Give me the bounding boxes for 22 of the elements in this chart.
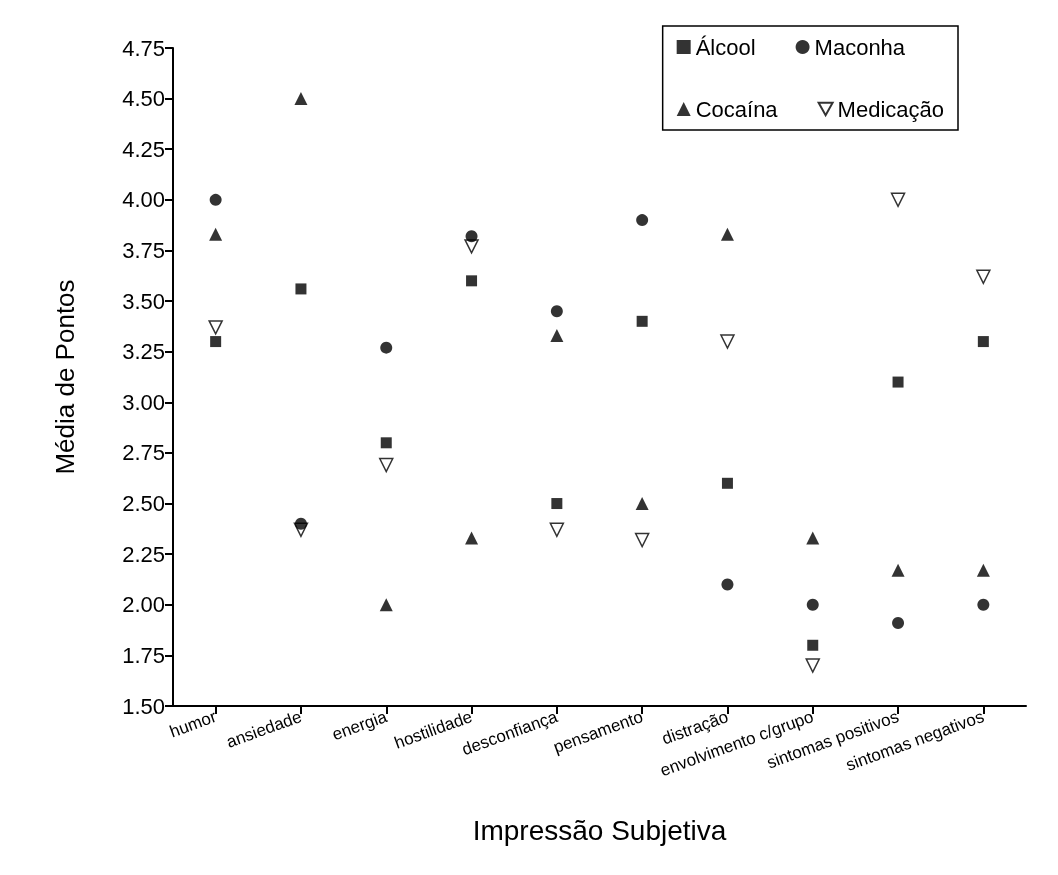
y-tick-label: 1.50 — [122, 693, 165, 719]
y-tick-label: 3.00 — [122, 389, 165, 415]
y-tick-label: 1.75 — [122, 642, 165, 668]
y-tick-label: 2.75 — [122, 440, 165, 466]
y-tick-label: 3.25 — [122, 339, 165, 365]
x-tick-label: energia — [329, 706, 390, 745]
y-axis-title: Média de Pontos — [50, 279, 80, 475]
legend-label: Medicação — [837, 96, 944, 122]
y-tick-label: 4.00 — [122, 187, 165, 213]
x-axis-title: Impressão Subjetiva — [472, 814, 727, 846]
y-tick-label: 3.50 — [122, 288, 165, 314]
y-tick-label: 3.75 — [122, 237, 165, 263]
x-tick-label: humor — [167, 706, 220, 742]
y-tick-label: 2.25 — [122, 541, 165, 567]
y-tick-label: 4.75 — [122, 35, 165, 61]
legend-label: Álcool — [695, 34, 756, 60]
y-tick-label: 2.50 — [122, 491, 165, 517]
y-tick-label: 4.25 — [122, 136, 165, 162]
legend-label: Cocaína — [695, 96, 779, 122]
legend-label: Maconha — [814, 34, 906, 60]
y-tick-label: 2.00 — [122, 592, 165, 618]
y-tick-label: 4.50 — [122, 86, 165, 112]
